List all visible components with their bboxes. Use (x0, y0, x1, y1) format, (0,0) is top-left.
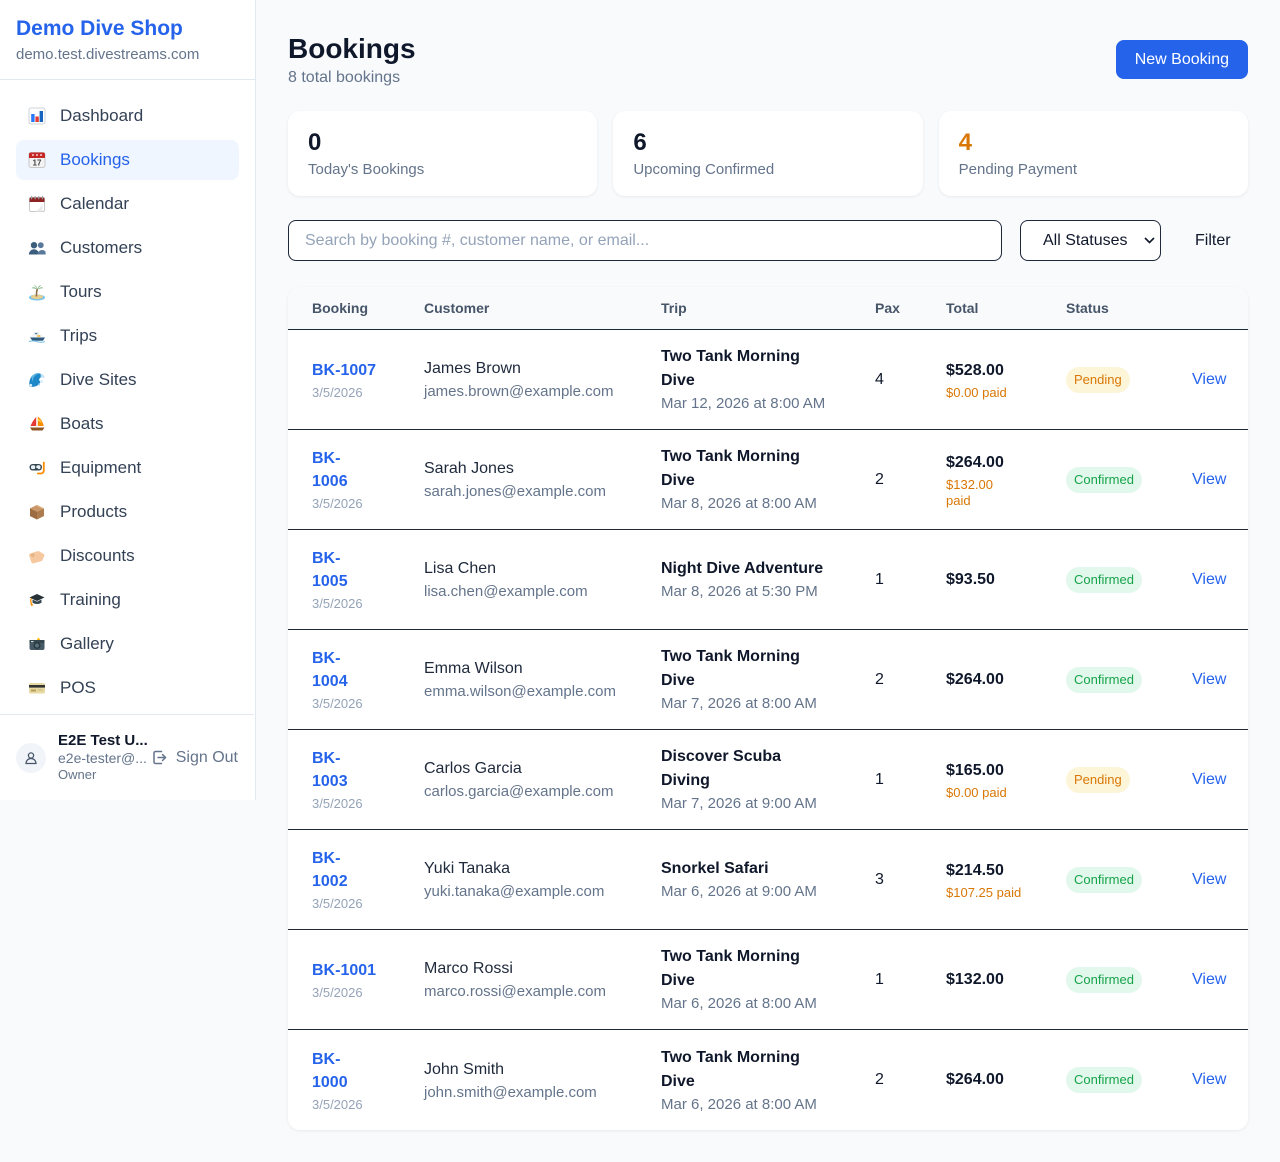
svg-text:17: 17 (33, 159, 42, 168)
